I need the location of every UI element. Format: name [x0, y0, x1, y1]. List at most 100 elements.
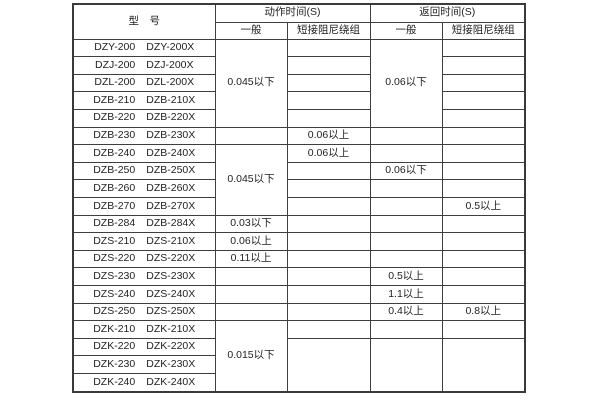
table-row: DZK-210 DZK-210X 0.015以下	[72, 320, 526, 393]
table-row: DZB-210 DZB-210X	[72, 91, 526, 110]
model-cell: DZB-284 DZB-284X	[72, 214, 216, 234]
value-cell-return-general	[369, 126, 443, 146]
model-name-left: DZJ-200	[94, 58, 136, 71]
value-cell-return-damped	[441, 126, 526, 146]
model-name-right: DZB-250X	[146, 164, 196, 177]
value-cell-action-damped	[286, 179, 371, 198]
value-cell-action-general	[214, 302, 288, 322]
value-cell-action-damped	[286, 214, 371, 234]
value-cell-action-damped	[286, 337, 371, 393]
value-cell-action-general: 0.015以下	[214, 320, 288, 393]
table-row: DZB-220 DZB-220X	[72, 108, 526, 128]
value-cell-action-general: 0.11以上	[214, 249, 288, 269]
header-return-time: 返回时间(S)	[369, 3, 526, 23]
value-cell-action-damped	[286, 232, 371, 251]
model-name-right: DZB-284X	[146, 217, 196, 230]
value-cell-return-damped	[441, 56, 526, 75]
table-row: DZS-220 DZS-220X 0.11以上	[72, 249, 526, 269]
model-name-right: DZK-220X	[146, 340, 196, 353]
model-cell: DZL-200 DZL-200X	[72, 73, 216, 93]
value-cell-return-damped	[441, 91, 526, 110]
model-cell: DZK-210 DZK-210X	[72, 320, 216, 339]
value-cell-action-general: 0.06以上	[214, 232, 288, 251]
value-cell-action-general: 0.045以下	[214, 144, 288, 216]
value-cell-return-damped	[441, 320, 526, 339]
value-cell-return-damped: 0.5以上	[441, 196, 526, 216]
value-cell-return-general	[369, 214, 443, 234]
header-row-groups: 型 号 动作时间(S) 返回时间(S)	[72, 3, 526, 40]
model-name-left: DZB-250	[93, 164, 136, 177]
value-cell-action-damped	[286, 73, 371, 93]
model-name-left: DZS-230	[93, 269, 136, 282]
model-name-right: DZK-210X	[146, 322, 196, 335]
model-cell: DZS-210 DZS-210X	[72, 232, 216, 251]
model-cell: DZS-240 DZS-240X	[72, 285, 216, 304]
model-cell: DZB-220 DZB-220X	[72, 108, 216, 128]
model-cell: DZJ-200 DZJ-200X	[72, 56, 216, 75]
model-name-left: DZB-210	[93, 93, 136, 106]
model-name-right: DZB-270X	[146, 199, 196, 212]
model-name-right: DZY-200X	[146, 41, 195, 54]
table-row: DZK-240 DZK-240X	[72, 373, 525, 393]
value-cell-return-damped	[441, 73, 526, 93]
value-cell-return-general: 0.5以上	[369, 267, 443, 287]
model-cell: DZB-240 DZB-240X	[72, 144, 216, 163]
model-name-right: DZB-210X	[146, 93, 196, 106]
value-cell-return-damped	[441, 179, 526, 198]
value-cell-return-general: 0.4以上	[369, 302, 443, 322]
value-cell-action-damped	[286, 302, 371, 322]
model-cell: DZS-230 DZS-230X	[72, 267, 216, 287]
value-cell-action-damped	[286, 320, 371, 339]
value-cell-return-general	[369, 196, 443, 216]
model-name-left: DZK-210	[93, 322, 136, 335]
model-name-left: DZS-250	[93, 305, 136, 318]
value-cell-action-damped	[286, 267, 371, 287]
model-name-right: DZS-230X	[146, 269, 196, 282]
value-cell-action-damped	[286, 108, 371, 128]
subheader-return-damped: 短接阻尼绕组	[441, 21, 526, 40]
model-name-right: DZS-250X	[146, 305, 196, 318]
model-cell: DZB-270 DZB-270X	[72, 196, 216, 216]
model-cell: DZK-240 DZK-240X	[72, 373, 216, 393]
model-name-right: DZJ-200X	[146, 58, 194, 71]
value-cell-return-damped	[441, 249, 526, 269]
value-cell-return-damped	[441, 38, 526, 58]
model-name-right: DZB-240X	[146, 146, 196, 159]
table-row: DZK-230 DZK-230X	[72, 355, 525, 375]
model-name-left: DZB-240	[93, 146, 136, 159]
table-row: DZS-210 DZS-210X 0.06以上	[72, 232, 526, 251]
table-row: DZB-240 DZB-240X 0.045以下 0.06以上	[72, 144, 526, 216]
model-name-right: DZL-200X	[146, 76, 195, 89]
model-cell: DZS-220 DZS-220X	[72, 249, 216, 269]
value-cell-return-general	[369, 179, 443, 198]
value-cell-return-damped	[441, 214, 526, 234]
table-row: DZB-284 DZB-284X 0.03以下	[72, 214, 526, 234]
subheader-action-general: 一般	[214, 21, 288, 40]
model-name-left: DZK-240	[93, 375, 136, 388]
value-cell-return-general	[369, 337, 443, 393]
model-cell: DZY-200 DZY-200X	[72, 38, 216, 58]
value-cell-return-damped	[441, 144, 526, 163]
model-name-right: DZB-260X	[146, 181, 196, 194]
table-row: DZB-250 DZB-250X 0.06以下	[72, 161, 526, 181]
model-name-left: DZS-210	[93, 234, 136, 247]
value-cell-return-damped	[441, 337, 526, 393]
value-cell-action-damped	[286, 196, 371, 216]
model-cell: DZB-260 DZB-260X	[72, 179, 216, 198]
model-name-left: DZY-200	[94, 41, 136, 54]
model-name-right: DZB-220X	[146, 111, 196, 124]
value-cell-return-general	[369, 320, 443, 339]
header-action-time: 动作时间(S)	[214, 3, 371, 23]
subheader-return-general: 一般	[369, 21, 443, 40]
table-row: DZL-200 DZL-200X	[72, 73, 526, 93]
model-name-left: DZB-220	[93, 111, 136, 124]
subheader-action-damped: 短接阻尼绕组	[286, 21, 371, 40]
value-cell-return-damped	[441, 108, 526, 128]
model-name-left: DZK-230	[93, 358, 136, 370]
model-name-right: DZK-230X	[146, 358, 196, 370]
table-row: DZB-230 DZB-230X 0.06以上	[72, 126, 526, 146]
model-name-left: DZS-220	[93, 252, 136, 265]
value-cell-return-damped	[441, 267, 526, 287]
value-cell-return-general: 0.06以下	[369, 38, 443, 128]
